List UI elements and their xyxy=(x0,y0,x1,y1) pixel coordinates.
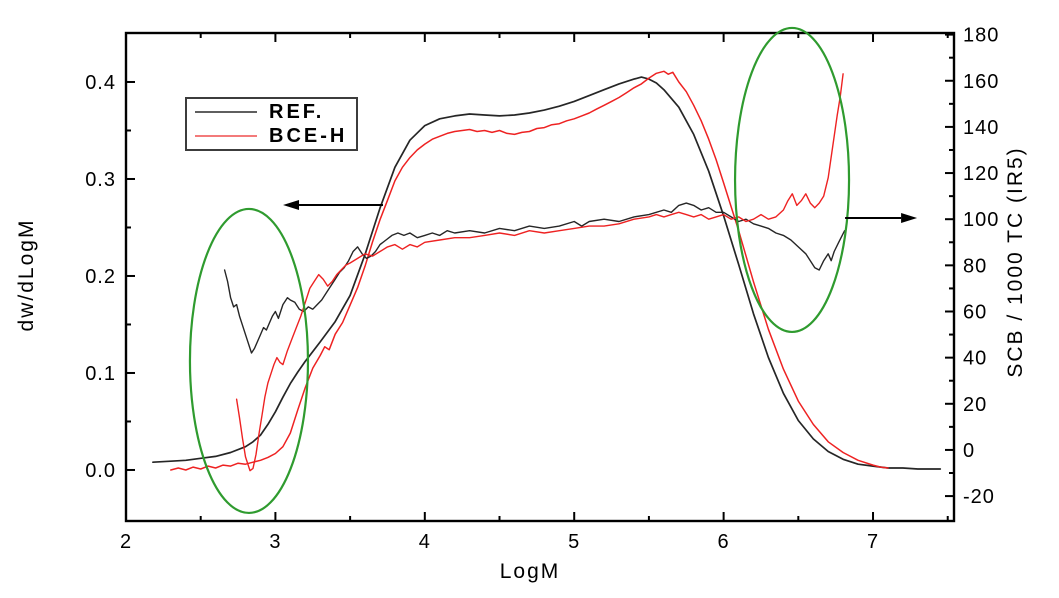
bceh-line-swatch xyxy=(195,134,257,137)
y-right-tick-label: 60 xyxy=(963,301,987,323)
y-left-axis-title: dw/dLogM xyxy=(15,218,38,332)
legend-entry-bceh: BCE-H xyxy=(187,126,356,146)
series-line-bce-h xyxy=(170,70,889,471)
x-tick-label: 2 xyxy=(120,531,132,553)
series-line-ref-scb xyxy=(223,202,846,354)
x-tick-label: 6 xyxy=(718,531,730,553)
legend-entry-ref: REF. xyxy=(187,102,356,122)
y-right-tick-label: 180 xyxy=(963,25,999,47)
y-right-tick-label: 20 xyxy=(963,394,987,416)
y-right-axis-title: SCB / 1000 TC (IR5) xyxy=(1004,146,1027,378)
y-right-tick-label: 100 xyxy=(963,209,999,231)
y-left-tick-label: 0.2 xyxy=(85,266,116,288)
y-left-tick-label: 0.1 xyxy=(85,363,116,385)
ref-line-swatch xyxy=(195,111,257,114)
y-right-tick-label: 80 xyxy=(963,255,987,277)
x-tick-label: 5 xyxy=(568,531,580,553)
y-right-tick-label: -20 xyxy=(963,486,995,508)
y-right-tick-label: 140 xyxy=(963,117,999,139)
legend-label-bceh: BCE-H xyxy=(269,124,348,147)
legend: REF. BCE-H xyxy=(185,97,358,151)
highlight-ellipse-high-logm-highlight xyxy=(733,26,851,334)
x-tick-label: 7 xyxy=(867,531,879,553)
y-right-tick-label: 160 xyxy=(963,71,999,93)
y-right-tick-label: 120 xyxy=(963,163,999,185)
y-right-tick-label: 40 xyxy=(963,348,987,370)
x-axis-title: LogM xyxy=(499,560,561,583)
legend-label-ref: REF. xyxy=(269,101,325,124)
annotation-arrow-head-left-axis-arrow xyxy=(283,199,300,210)
plot-frame xyxy=(124,31,956,523)
y-right-tick-label: 0 xyxy=(963,440,975,462)
x-tick-label: 4 xyxy=(419,531,431,553)
annotation-arrow-head-right-axis-arrow xyxy=(901,212,918,223)
y-left-tick-label: 0.4 xyxy=(85,72,116,94)
highlight-ellipse-low-logm-highlight xyxy=(188,207,310,515)
y-left-tick-label: 0.0 xyxy=(85,460,116,482)
y-left-tick-label: 0.3 xyxy=(85,169,116,191)
series-line-ref- xyxy=(152,76,942,470)
x-tick-label: 3 xyxy=(269,531,281,553)
series-line-bce-h-scb xyxy=(235,73,844,472)
